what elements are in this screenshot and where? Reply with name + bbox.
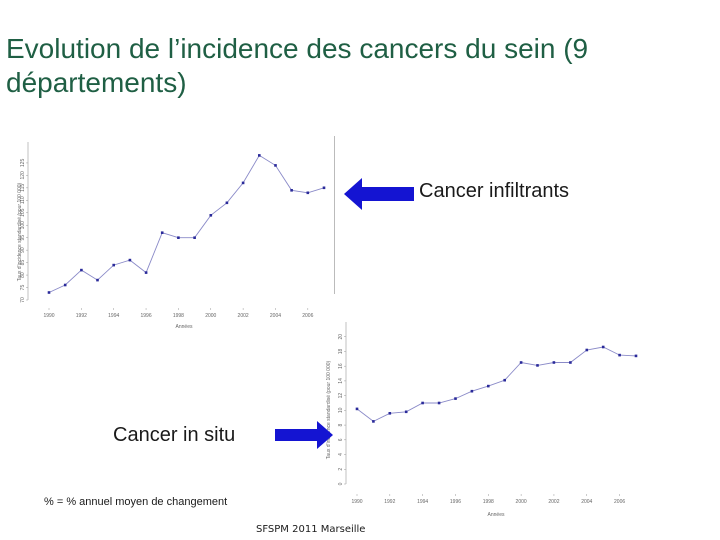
data-point <box>355 407 359 411</box>
y-tick-label: 105 <box>20 208 26 217</box>
data-point <box>258 154 261 157</box>
y-tick-label: 0 <box>338 482 344 485</box>
footnote: % = % annuel moyen de changement <box>44 496 228 508</box>
x-tick-label: 2004 <box>581 499 592 505</box>
data-point <box>322 186 326 190</box>
x-tick-label: 2004 <box>270 313 281 319</box>
data-point <box>193 236 196 239</box>
y-tick-label: 120 <box>20 171 26 180</box>
y-tick-label: 4 <box>338 453 344 456</box>
data-point <box>144 271 148 274</box>
data-point <box>601 345 605 349</box>
y-tick-label: 80 <box>20 272 26 278</box>
data-point <box>241 181 245 185</box>
y-tick-label: 95 <box>20 235 26 241</box>
data-point <box>225 201 229 205</box>
arrow-right-icon <box>275 421 333 449</box>
data-point <box>536 364 539 367</box>
y-tick-label: 14 <box>338 378 344 384</box>
data-point <box>618 353 621 357</box>
slide-title: Evolution de l’incidence des cancers du … <box>6 33 589 98</box>
data-point <box>112 263 115 267</box>
x-tick-label: 2000 <box>516 499 527 505</box>
series-line <box>48 154 325 293</box>
y-axis-ticks: 70 75 80 85 90 95 100 105 110 115 120 125 <box>20 159 28 303</box>
x-tick-label: 2006 <box>614 499 625 505</box>
y-tick-label: 90 <box>20 247 26 253</box>
y-tick-label: 75 <box>20 285 26 291</box>
x-tick-label: 1990 <box>351 499 362 505</box>
x-tick-label: 1992 <box>384 499 395 505</box>
data-point <box>421 401 424 405</box>
data-point <box>274 164 277 167</box>
data-point <box>80 268 83 272</box>
y-tick-label: 115 <box>20 184 26 192</box>
footer-text: SFSPM 2011 Marseille <box>256 524 366 535</box>
arrow-left-icon <box>344 178 414 210</box>
x-tick-label: 1996 <box>140 313 151 319</box>
series-line <box>356 346 637 422</box>
y-tick-label: 125 <box>20 159 26 168</box>
data-point <box>96 278 99 282</box>
y-tick-label: 16 <box>338 363 344 369</box>
x-tick-label: 1990 <box>43 313 54 319</box>
data-point <box>306 191 310 195</box>
data-point <box>487 384 490 388</box>
y-axis-label: Taux d’incidence standardisé (pour 100 0… <box>17 182 23 281</box>
data-point <box>470 389 474 393</box>
y-tick-label: 12 <box>338 393 344 399</box>
data-point <box>388 412 392 415</box>
x-tick-label: 1994 <box>417 499 428 505</box>
x-axis-ticks: 1990 1992 1994 1996 1998 2000 2002 2004 2006 <box>43 308 314 319</box>
data-points <box>47 154 326 294</box>
x-tick-label: 2006 <box>302 313 313 319</box>
x-tick-label: 1992 <box>76 313 87 319</box>
data-point <box>128 258 132 262</box>
x-axis-label: Années <box>488 512 505 518</box>
label-in-situ: Cancer in situ <box>113 424 236 446</box>
data-point <box>177 236 180 239</box>
y-tick-label: 85 <box>20 260 26 266</box>
data-point <box>47 291 51 294</box>
data-point <box>209 214 213 217</box>
data-point <box>552 361 556 364</box>
label-infiltrant: Cancer infiltrants <box>419 180 570 202</box>
divider-line <box>334 136 335 294</box>
y-tick-label: 6 <box>338 438 344 441</box>
data-point <box>634 354 638 358</box>
x-tick-label: 2002 <box>548 499 559 505</box>
x-tick-label: 1994 <box>108 313 119 319</box>
data-point <box>160 231 164 234</box>
x-tick-label: 2002 <box>238 313 249 319</box>
x-tick-label: 1998 <box>173 313 184 319</box>
y-tick-label: 2 <box>338 468 344 471</box>
data-point <box>519 361 523 364</box>
data-point <box>437 401 441 405</box>
x-axis-label: Années <box>176 324 193 330</box>
y-axis-label: Taux d’incidence standardisé (pour 100 0… <box>326 360 332 459</box>
y-tick-label: 10 <box>338 407 344 413</box>
y-tick-label: 110 <box>20 196 26 204</box>
data-point <box>454 397 457 400</box>
y-axis-ticks: 0 2 4 6 8 10 12 14 16 18 20 <box>338 334 346 485</box>
y-tick-label: 18 <box>338 348 344 354</box>
y-tick-label: 70 <box>20 297 26 303</box>
x-axis-ticks: 1990 1992 1994 1996 1998 2000 2002 2004 2006 <box>351 494 625 505</box>
y-tick-label: 8 <box>338 423 344 426</box>
x-tick-label: 1996 <box>450 499 461 505</box>
data-point <box>63 283 67 287</box>
y-tick-label: 100 <box>20 221 26 230</box>
data-point <box>372 420 375 423</box>
data-point <box>290 189 293 192</box>
data-point <box>585 348 589 352</box>
x-tick-label: 1998 <box>483 499 494 505</box>
data-points <box>355 345 638 423</box>
x-tick-label: 2000 <box>205 313 216 319</box>
chart-in-situ: 0 2 4 6 8 10 12 14 16 18 20 1990 1992 1994 1996 1998 20… <box>326 322 638 518</box>
data-point <box>404 410 408 414</box>
data-point <box>503 378 506 382</box>
data-point <box>569 361 572 364</box>
y-tick-label: 20 <box>338 334 344 340</box>
